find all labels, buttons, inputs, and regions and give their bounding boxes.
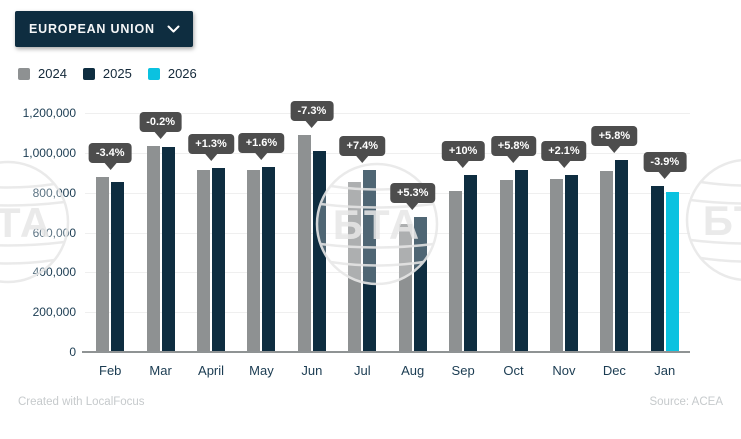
bta-watermark-text: БТА [703, 197, 741, 244]
bar-jun-2024[interactable] [297, 134, 311, 352]
y-axis-tick-label: 1,200,000 [22, 106, 76, 120]
bar-april-2025[interactable] [212, 167, 226, 352]
change-label-bubble-jun: -7.3% [290, 100, 334, 121]
bar-aug-2025[interactable] [413, 217, 427, 352]
change-label-bubble-jan: -3.9% [643, 151, 687, 172]
gridline [85, 232, 690, 234]
plot-area: -3.4% Feb -0.2% Mar +1.3% April +1.6% May -7.3% J… [82, 100, 690, 378]
change-label-bubble-april: +1.3% [188, 133, 234, 154]
x-axis-label-april: April [198, 363, 225, 378]
change-label-bubble-feb: -3.4% [88, 142, 132, 163]
y-axis-tick-label: 400,000 [32, 265, 76, 280]
bar-oct-2024[interactable] [499, 179, 513, 352]
legend-swatch-2026 [147, 67, 160, 80]
bar-feb-2025[interactable] [111, 181, 125, 352]
x-axis-label-oct: Oct [503, 363, 524, 378]
region-dropdown[interactable]: EUROPEAN UNION [15, 11, 193, 47]
x-axis-label-nov: Nov [552, 363, 576, 378]
bar-jan-2026[interactable] [665, 192, 679, 352]
x-axis-label-jan: Jan [654, 363, 676, 378]
y-axis-tick-label: 0 [69, 345, 76, 359]
gridline [85, 152, 690, 154]
bar-oct-2025[interactable] [514, 169, 528, 352]
bar-mar-2025[interactable] [161, 146, 175, 352]
legend-label: 2024 [38, 66, 67, 81]
y-axis: 0 200,000 400,000 600,000 800,000 1,000,000 1,… [0, 106, 76, 359]
bar-sep-2025[interactable] [464, 174, 478, 352]
source-text: Source: ACEA [649, 396, 723, 408]
x-axis-label-jul: Jul [353, 363, 371, 378]
x-axis-label-mar: Mar [149, 363, 172, 378]
bar-may-2024[interactable] [247, 170, 261, 352]
bar-jun-2025[interactable] [312, 150, 326, 352]
y-axis-tick-label: 1,000,000 [22, 145, 76, 160]
gridline [85, 192, 690, 194]
change-label-bubble-dec: +5.8% [591, 126, 638, 147]
bar-mar-2024[interactable] [146, 146, 160, 352]
gridline [85, 312, 690, 314]
bar-nov-2025[interactable] [564, 175, 578, 352]
legend-swatch-2025 [82, 67, 95, 80]
y-axis-tick-label: 600,000 [32, 225, 76, 240]
legend: 2024 2025 2026 [18, 66, 197, 81]
bar-feb-2024[interactable] [96, 176, 110, 352]
gridline [85, 113, 690, 114]
legend-item-2024: 2024 [18, 66, 67, 81]
change-label-bubble-sep: +10% [441, 140, 485, 161]
bar-nov-2024[interactable] [549, 178, 563, 352]
credit-text: Created with LocalFocus [18, 396, 145, 408]
bar-jan-2025[interactable] [650, 185, 664, 352]
bar-sep-2024[interactable] [449, 191, 463, 352]
y-axis-tick-label: 200,000 [32, 305, 76, 320]
chevron-down-icon [167, 25, 180, 33]
bar-dec-2025[interactable] [615, 160, 629, 352]
x-axis-label-jun: Jun [301, 363, 323, 378]
x-axis-label-may: May [249, 363, 274, 378]
bar-jul-2024[interactable] [348, 182, 362, 352]
y-axis-tick-label: 800,000 [32, 185, 76, 200]
change-label-bubble-oct: +5.8% [490, 135, 537, 156]
legend-label: 2025 [102, 66, 132, 81]
legend-label: 2026 [167, 66, 197, 81]
x-axis-label-sep: Sep [451, 363, 475, 378]
legend-swatch-2024 [18, 67, 30, 80]
bar-aug-2024[interactable] [398, 223, 412, 352]
bar-may-2025[interactable] [262, 167, 276, 352]
change-label-bubble-jul: +7.4% [339, 135, 386, 156]
bar-april-2024[interactable] [197, 169, 211, 352]
x-axis-label-dec: Dec [602, 363, 626, 378]
x-axis-line [82, 351, 690, 353]
legend-item-2026: 2026 [147, 66, 197, 81]
change-label-bubble-mar: -0.2% [139, 112, 182, 133]
region-dropdown-label: EUROPEAN UNION [29, 22, 155, 36]
change-label-bubble-aug: +5.3% [389, 183, 436, 204]
change-label-bubble-nov: +2.1% [541, 141, 587, 162]
x-axis-label-aug: Aug [401, 363, 425, 378]
change-label-bubble-may: +1.6% [238, 133, 285, 154]
bar-dec-2024[interactable] [600, 170, 614, 352]
x-axis-label-feb: Feb [99, 363, 122, 378]
gridline [85, 272, 690, 274]
bar-jul-2025[interactable] [363, 169, 377, 352]
legend-item-2025: 2025 [82, 66, 132, 81]
